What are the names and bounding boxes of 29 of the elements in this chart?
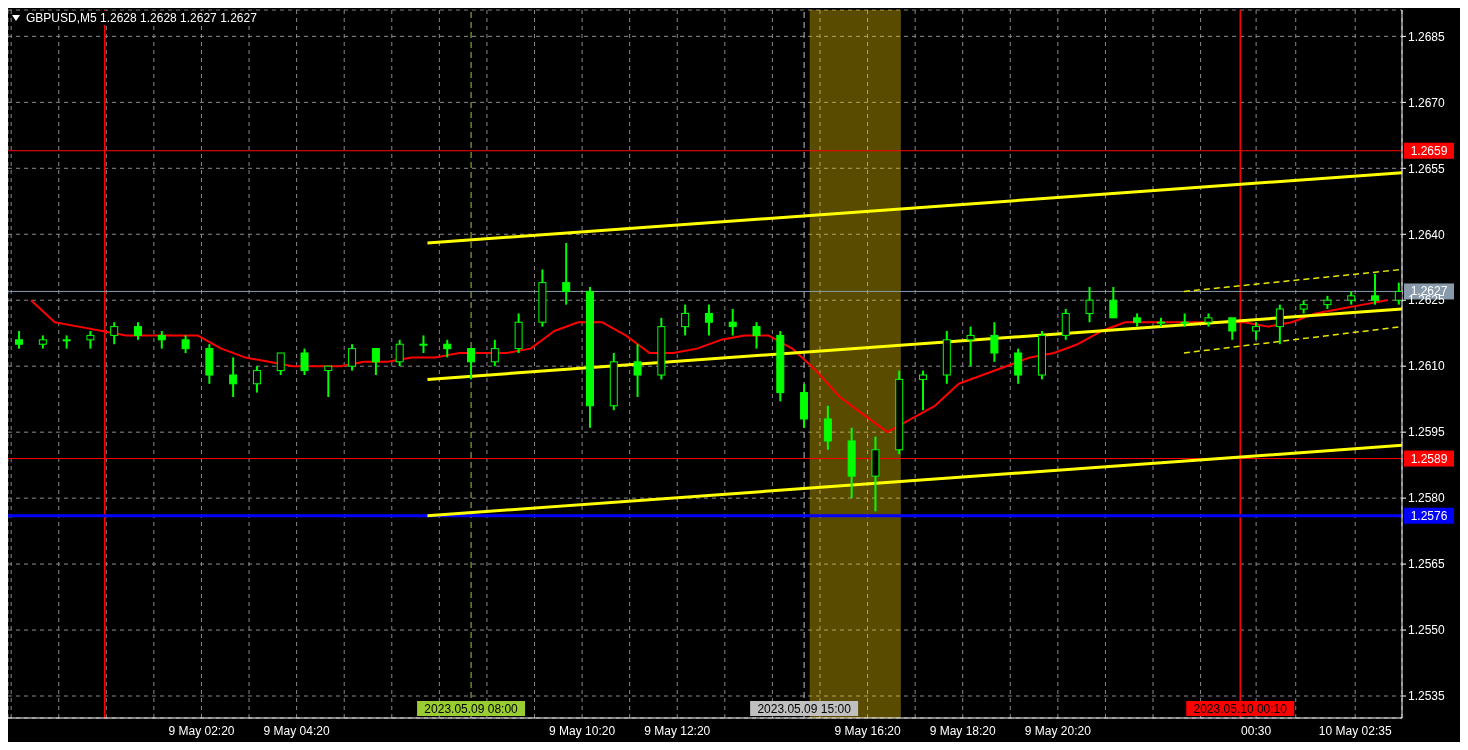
y-tick-label: 1.2640 bbox=[1408, 227, 1446, 242]
y-tick-label: 1.2595 bbox=[1408, 425, 1446, 440]
ref-line-label: 2023.05.10 00:10 bbox=[1193, 702, 1288, 716]
x-tick-label: 9 May 16:20 bbox=[834, 723, 901, 738]
y-tick-label: 1.2655 bbox=[1408, 161, 1446, 176]
y-tick-label: 1.2685 bbox=[1408, 29, 1446, 44]
x-tick-label: 10 May 02:35 bbox=[1318, 723, 1392, 738]
candlestick bbox=[419, 335, 428, 354]
x-tick-label: 00:30 bbox=[1241, 723, 1272, 738]
y-tick-label: 1.2670 bbox=[1408, 95, 1446, 110]
y-tick-label: 1.2565 bbox=[1408, 557, 1446, 572]
ref-line-label: 1.2589 bbox=[1410, 451, 1448, 466]
y-tick-label: 1.2550 bbox=[1408, 623, 1446, 638]
y-tick-label: 1.2580 bbox=[1408, 491, 1446, 506]
ref-line-label: 2023.05.09 08:00 bbox=[424, 702, 519, 716]
candlestick bbox=[1180, 313, 1189, 327]
candlestick bbox=[62, 335, 71, 349]
x-tick-label: 9 May 02:20 bbox=[168, 723, 235, 738]
chart-title: GBPUSD,M5 1.2628 1.2628 1.2627 1.2627 bbox=[24, 11, 259, 25]
y-tick-label: 1.2610 bbox=[1408, 359, 1446, 374]
ref-line-label: 1.2659 bbox=[1410, 143, 1448, 158]
x-tick-label: 9 May 18:20 bbox=[929, 723, 997, 738]
x-tick-label: 9 May 12:20 bbox=[644, 723, 711, 738]
x-tick-label: 9 May 20:20 bbox=[1024, 723, 1092, 738]
ref-line-label: 1.2576 bbox=[1410, 508, 1448, 523]
ref-line-label: 2023.05.09 15:00 bbox=[757, 702, 852, 716]
y-tick-label: 1.2535 bbox=[1408, 689, 1446, 704]
x-tick-label: 9 May 10:20 bbox=[549, 723, 616, 738]
x-tick-label: 9 May 04:20 bbox=[263, 723, 330, 738]
